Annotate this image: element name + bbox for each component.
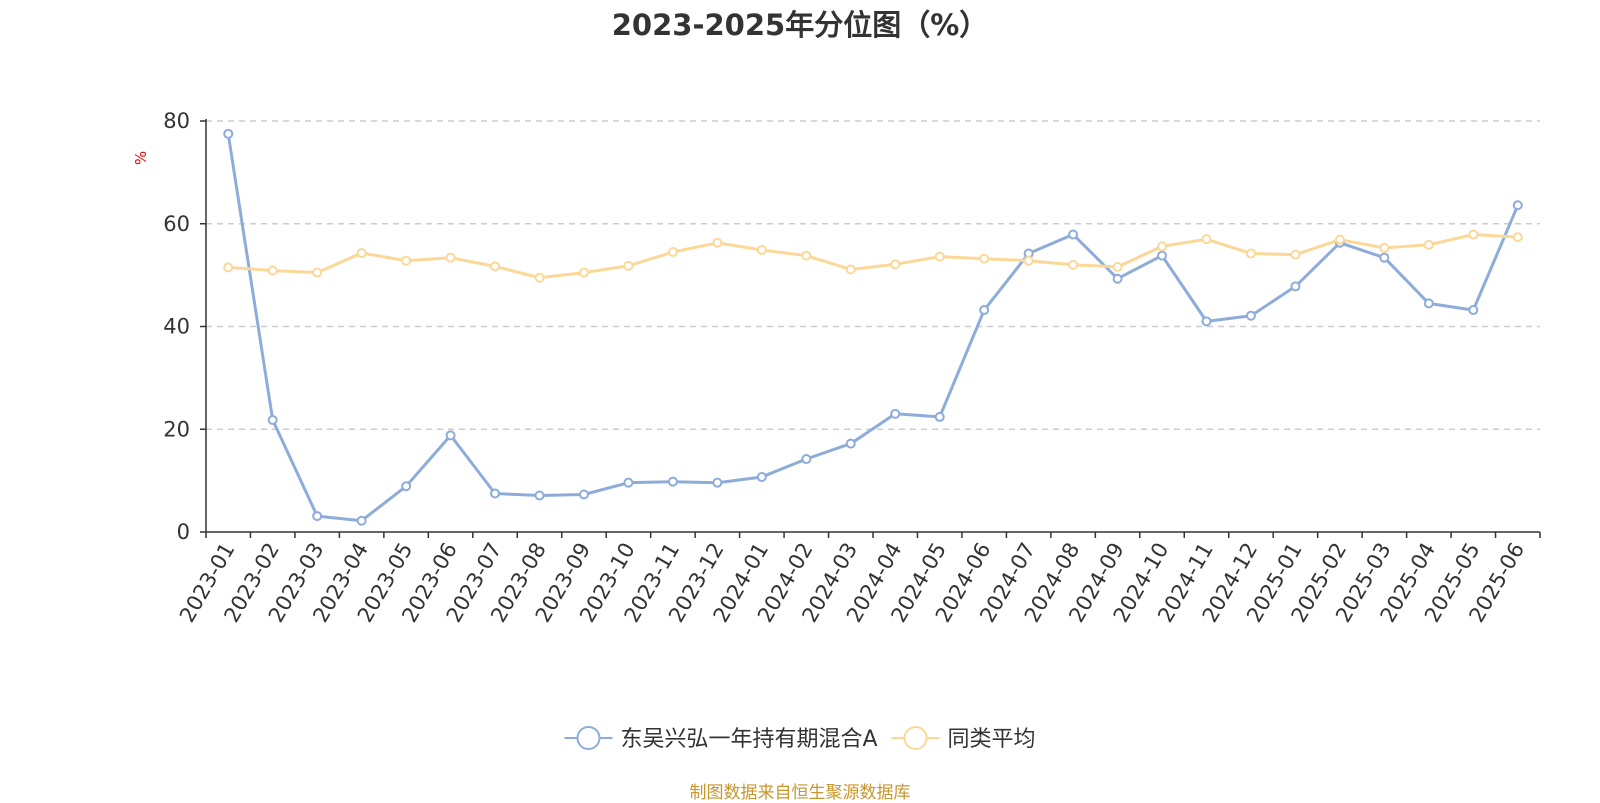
series-1-point xyxy=(1112,273,1123,284)
series-1-point xyxy=(934,411,945,422)
y-tick-label: 60 xyxy=(163,212,190,236)
y-axis-unit-label: % xyxy=(132,151,150,165)
y-tick-label: 20 xyxy=(163,417,190,441)
legend-label: 东吴兴弘一年持有期混合A xyxy=(620,727,877,752)
series-2-point xyxy=(267,265,278,276)
series-2-point xyxy=(801,250,812,261)
y-tick-label: 80 xyxy=(163,109,190,133)
series-1-point xyxy=(667,476,678,487)
series-2-point xyxy=(667,247,678,258)
series-1-point xyxy=(490,488,501,499)
series-2-point xyxy=(445,252,456,263)
series-1-point xyxy=(1468,305,1479,316)
y-tick-label: 0 xyxy=(177,520,190,544)
series-1-point xyxy=(845,438,856,449)
series-2-point xyxy=(934,251,945,262)
series-1-point xyxy=(1379,252,1390,263)
series-1-point xyxy=(445,430,456,441)
series-1-point xyxy=(356,515,367,526)
series-1-point xyxy=(623,477,634,488)
series-2-point xyxy=(356,248,367,259)
series-1-point xyxy=(312,511,323,522)
series-2-point xyxy=(401,255,412,266)
series-2-point xyxy=(1068,259,1079,270)
series-2-point xyxy=(1112,261,1123,272)
series-2-point xyxy=(1245,248,1256,259)
legend[interactable]: 东吴兴弘一年持有期混合A 同类平均 xyxy=(564,726,1036,752)
series-1-point xyxy=(534,490,545,501)
series-1-point xyxy=(1157,250,1168,261)
series-2-point xyxy=(1201,234,1212,245)
series-2-point xyxy=(312,267,323,278)
legend-marker xyxy=(576,726,601,750)
series-1-point xyxy=(712,477,723,488)
legend-item-1[interactable]: 东吴兴弘一年持有期混合A xyxy=(564,726,878,752)
series-line-2 xyxy=(228,233,1518,280)
legend-marker xyxy=(903,726,928,750)
series-2-point xyxy=(1379,242,1390,253)
series-2-point xyxy=(534,272,545,283)
series-1-point xyxy=(401,481,412,492)
gridlines xyxy=(206,120,1540,430)
axes: 0204060802023-012023-022023-032023-04202… xyxy=(163,109,1541,626)
legend-item-2[interactable]: 同类平均 xyxy=(891,726,1036,752)
series-lines xyxy=(223,128,1523,526)
series-1-point xyxy=(578,489,589,500)
series-2-point xyxy=(1157,241,1168,252)
legend-label: 同类平均 xyxy=(948,727,1036,752)
y-tick-label: 40 xyxy=(163,315,190,339)
series-2-point xyxy=(1512,232,1523,243)
series-1-point xyxy=(801,454,812,465)
series-2-point xyxy=(223,262,234,273)
series-2-point xyxy=(1423,239,1434,250)
series-line-1 xyxy=(226,133,1520,523)
series-2-point xyxy=(979,253,990,264)
series-1-point xyxy=(1512,200,1523,211)
series-2-point xyxy=(490,261,501,272)
chart-title: 2023-2025年分位图（%） xyxy=(611,8,989,42)
series-1-point xyxy=(1068,229,1079,240)
series-2-point xyxy=(756,244,767,255)
series-1-point xyxy=(1201,316,1212,327)
series-2-point xyxy=(845,264,856,275)
source-note: 制图数据来自恒生聚源数据库 xyxy=(689,783,911,803)
series-1-point xyxy=(267,415,278,426)
series-1-point xyxy=(1245,310,1256,321)
series-2-point xyxy=(1290,249,1301,260)
series-1-point xyxy=(1423,298,1434,309)
series-2-point xyxy=(1468,229,1479,240)
series-1-point xyxy=(756,472,767,483)
series-1-point xyxy=(1290,281,1301,292)
series-2-point xyxy=(1023,255,1034,266)
series-2-point xyxy=(712,237,723,248)
series-2-point xyxy=(890,259,901,270)
series-2-point xyxy=(578,267,589,278)
series-1-point xyxy=(890,408,901,419)
series-1-point xyxy=(979,305,990,316)
series-2-point xyxy=(1334,234,1345,245)
series-2-point xyxy=(623,260,634,271)
series-1-point xyxy=(223,128,234,139)
